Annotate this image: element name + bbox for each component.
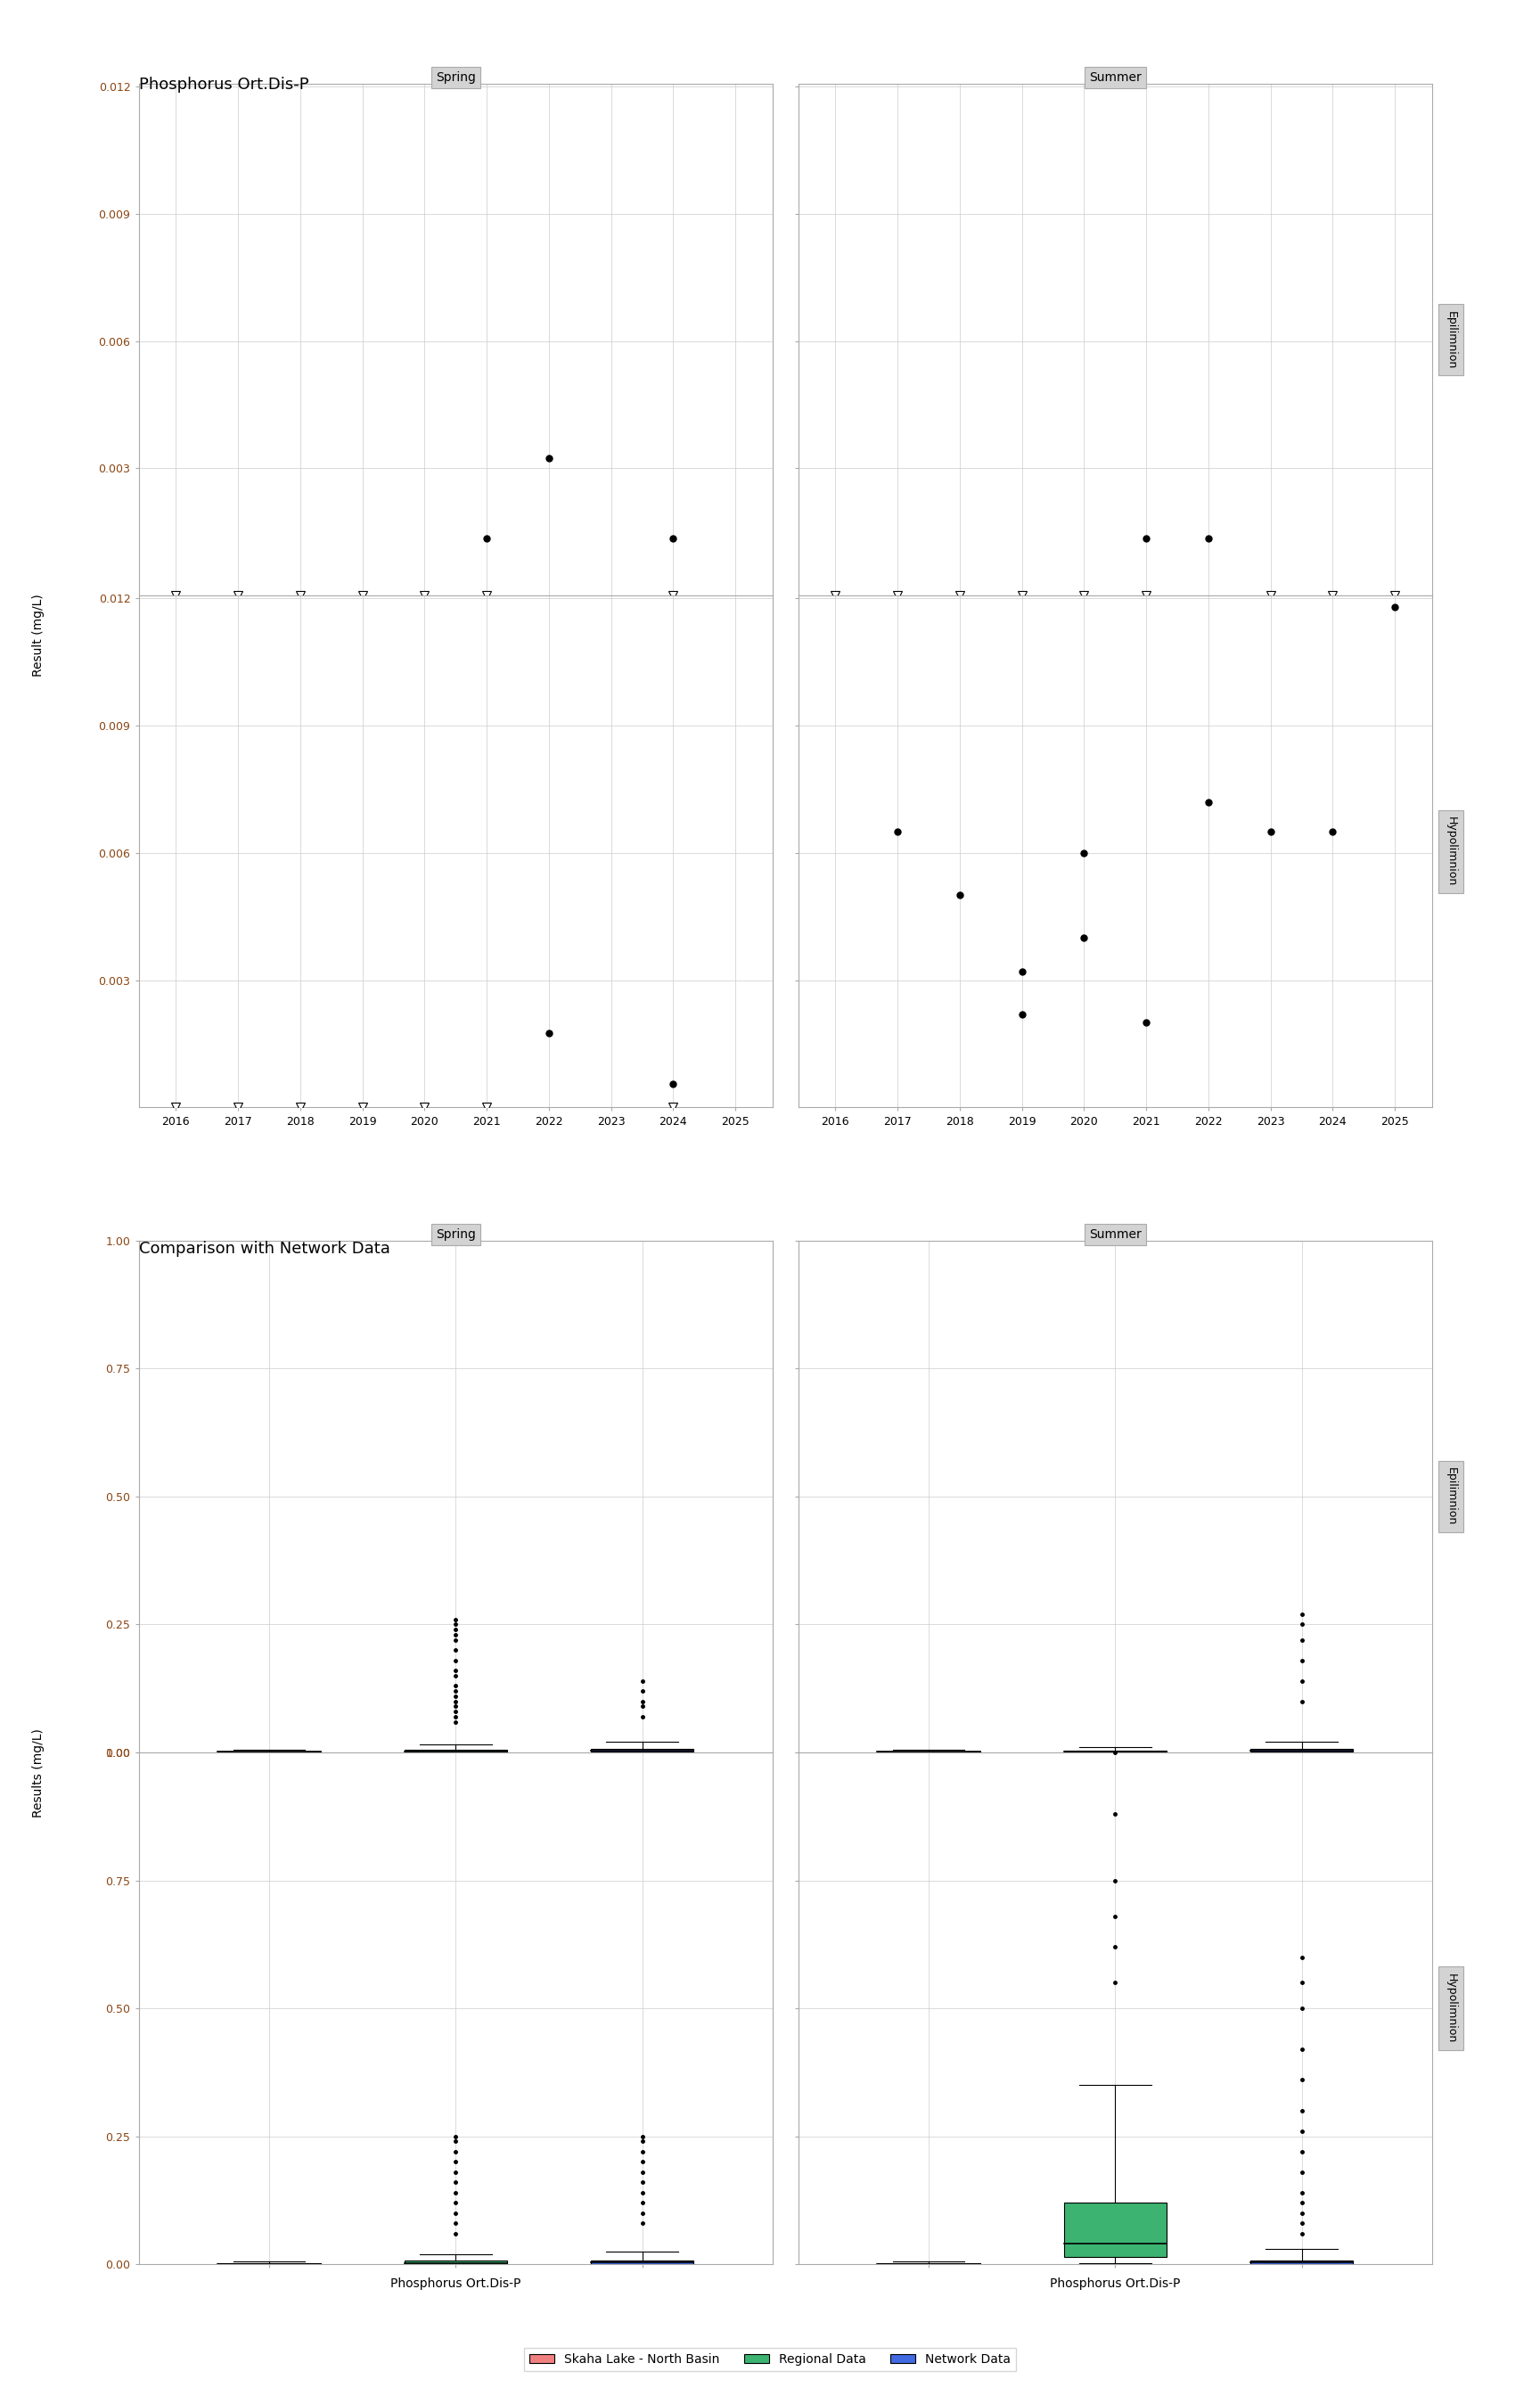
Bar bbox=[591, 1749, 693, 1751]
Title: Summer: Summer bbox=[1089, 72, 1141, 84]
X-axis label: Phosphorus Ort.Dis-P: Phosphorus Ort.Dis-P bbox=[1050, 2276, 1180, 2291]
Title: Spring: Spring bbox=[436, 1229, 476, 1241]
Text: Epilimnion: Epilimnion bbox=[1445, 311, 1457, 369]
Title: Summer: Summer bbox=[1089, 1229, 1141, 1241]
Text: Phosphorus Ort.Dis-P: Phosphorus Ort.Dis-P bbox=[139, 77, 308, 93]
Text: Epilimnion: Epilimnion bbox=[1445, 1466, 1457, 1526]
Legend: Skaha Lake - North Basin, Regional Data, Network Data: Skaha Lake - North Basin, Regional Data,… bbox=[524, 2348, 1016, 2370]
Text: Comparison with Network Data: Comparison with Network Data bbox=[139, 1241, 390, 1258]
Bar bbox=[591, 2259, 693, 2264]
Text: Results (mg/L): Results (mg/L) bbox=[32, 1728, 45, 1819]
Bar bbox=[1064, 2202, 1166, 2257]
Text: Hypolimnion: Hypolimnion bbox=[1445, 817, 1457, 887]
Text: Hypolimnion: Hypolimnion bbox=[1445, 1974, 1457, 2044]
Title: Spring: Spring bbox=[436, 72, 476, 84]
X-axis label: Phosphorus Ort.Dis-P: Phosphorus Ort.Dis-P bbox=[391, 2276, 521, 2291]
Bar bbox=[1250, 2262, 1354, 2264]
Bar bbox=[1250, 1749, 1354, 1751]
Text: Result (mg/L): Result (mg/L) bbox=[32, 594, 45, 676]
Bar bbox=[405, 2262, 507, 2264]
